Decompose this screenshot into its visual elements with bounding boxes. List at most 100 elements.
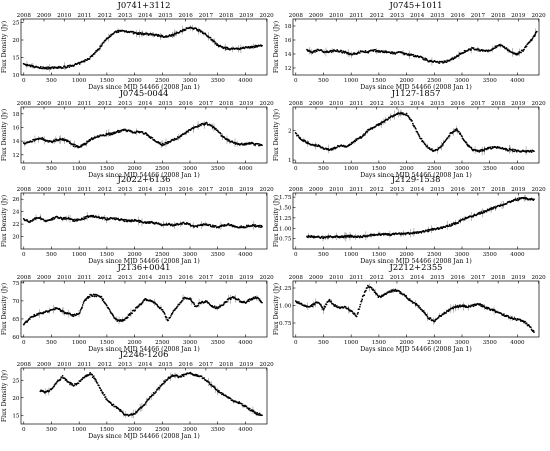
panel-2: J0745+1011 2008 2009 2010 2011 2012 2013 2014 20… (273, 0, 546, 91)
data-point (517, 53, 519, 56)
data-point (81, 306, 84, 309)
panel-title: J2246-1206 (119, 349, 169, 359)
year-tick-label: 2016 (451, 187, 466, 193)
data-point (210, 384, 213, 386)
data-point (440, 314, 443, 317)
data-point (530, 326, 532, 329)
x-tick-label: 2000 (399, 340, 414, 346)
year-tick-label: 2009 (309, 187, 324, 193)
data-point (253, 410, 255, 413)
year-tick-label: 2018 (219, 187, 234, 193)
data-point (358, 308, 361, 311)
data-point (387, 118, 389, 120)
data-point (141, 131, 144, 133)
data-point (48, 390, 51, 392)
data-point (257, 143, 260, 145)
data-point (96, 382, 99, 384)
data-point (329, 49, 332, 52)
data-point (258, 143, 261, 145)
data-point (411, 119, 413, 122)
data-point (226, 48, 228, 51)
y-tick-label: 25 (12, 21, 20, 27)
data-point (490, 208, 492, 211)
data-point (421, 56, 424, 59)
data-point (201, 224, 204, 227)
data-point (342, 236, 345, 239)
data-point (405, 294, 407, 297)
data-point (137, 305, 140, 308)
y-tick-label: 1.00 (279, 226, 292, 232)
data-point (448, 134, 451, 137)
data-point (61, 137, 64, 140)
y-tick-label: 15 (12, 413, 20, 419)
data-point (478, 213, 480, 215)
data-point (317, 144, 320, 146)
x-tick-label: 0 (22, 252, 26, 258)
year-tick-label: 2010 (57, 275, 72, 281)
x-tick-label: 3000 (183, 427, 198, 433)
data-point (102, 298, 105, 301)
data-point (257, 413, 260, 415)
data-point (533, 198, 535, 201)
year-tick-label: 2011 (349, 187, 363, 193)
data-point (298, 301, 300, 303)
data-point (444, 140, 447, 142)
x-tick-label: 1500 (100, 166, 115, 172)
panel-6: J2129-1538 2008 2009 2010 2011 2012 2013 2014 20… (273, 174, 546, 265)
data-point (171, 223, 173, 226)
data-point (106, 217, 109, 219)
plot-frame (20, 106, 268, 164)
data-point (51, 218, 54, 221)
data-point (91, 295, 94, 298)
data-point (81, 144, 84, 147)
data-point (147, 398, 150, 401)
y-tick-label: 70 (12, 299, 20, 305)
year-tick-label: 2016 (179, 101, 194, 107)
year-tick-label: 2016 (451, 13, 466, 19)
y-tick-label: 1.50 (279, 206, 292, 212)
data-point (215, 225, 217, 227)
data-point (245, 226, 247, 229)
data-point (383, 50, 385, 52)
x-tick-label: 2000 (127, 252, 142, 258)
data-point (532, 329, 535, 332)
data-point (421, 139, 424, 142)
data-point (418, 134, 420, 136)
data-point (83, 376, 86, 379)
x-tick-label: 500 (46, 340, 57, 346)
data-point (467, 306, 470, 309)
data-point (73, 64, 75, 67)
data-point (253, 224, 255, 226)
data-point (422, 141, 425, 144)
data-point (223, 303, 225, 305)
data-point (141, 301, 144, 304)
year-tick-label: 2017 (471, 13, 486, 19)
data-point (105, 219, 108, 221)
data-point (240, 225, 242, 227)
data-point (410, 118, 412, 121)
data-point (51, 387, 54, 389)
data-point (176, 138, 179, 140)
data-point (370, 286, 373, 289)
data-point (196, 28, 199, 31)
data-point (84, 299, 87, 302)
y-tick-label: 20 (12, 396, 20, 402)
x-tick-label: 0 (22, 78, 26, 84)
year-tick-label: 2011 (349, 101, 363, 107)
year-tick-label: 2013 (118, 101, 133, 107)
data-point (261, 301, 263, 304)
data-point (77, 382, 80, 385)
data-point (85, 217, 87, 220)
data-point (31, 140, 34, 143)
x-tick-label: 3000 (183, 252, 198, 258)
data-series (306, 194, 535, 242)
data-point (373, 289, 375, 292)
data-point (360, 300, 363, 302)
data-point (167, 378, 169, 380)
year-tick-label: 2018 (219, 13, 234, 19)
year-tick-label: 2014 (410, 13, 425, 19)
data-point (88, 373, 91, 376)
data-point (206, 300, 208, 303)
x-tick-label: 1000 (72, 427, 87, 433)
data-point (372, 50, 375, 52)
